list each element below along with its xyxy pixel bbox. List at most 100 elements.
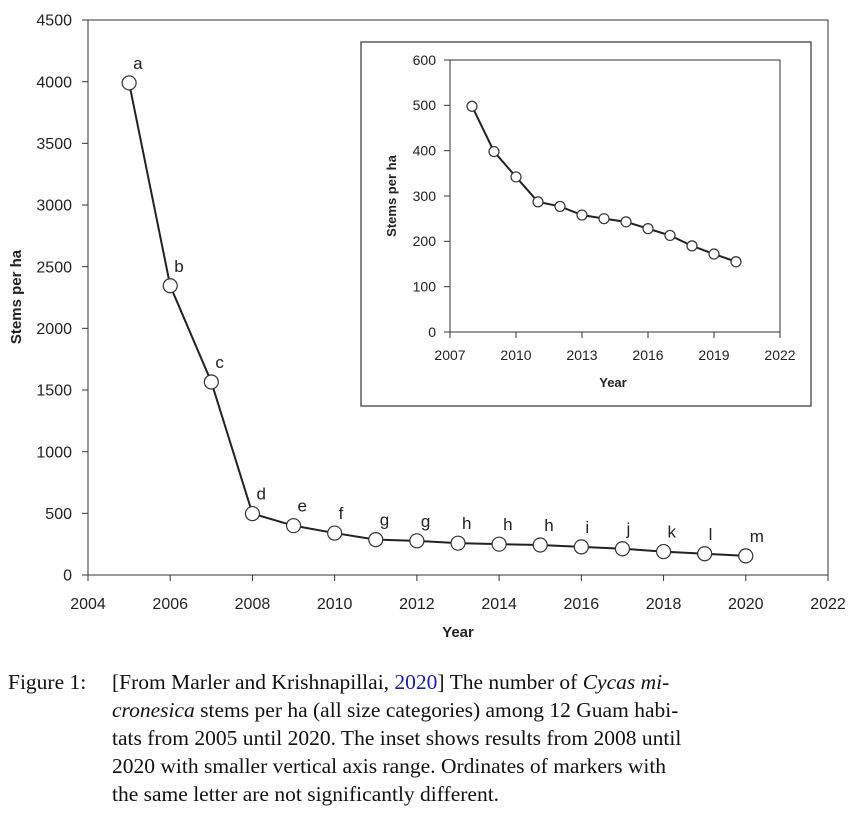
main-x-tick-label: 2004 bbox=[70, 596, 106, 613]
main-x-tick-label: 2012 bbox=[399, 596, 435, 613]
significance-letter: e bbox=[298, 497, 307, 516]
caption-species-part-1: Cycas mi- bbox=[582, 670, 670, 694]
main-series: a b c d e f g g h h h i j k l m bbox=[121, 54, 764, 564]
significance-letter: h bbox=[462, 514, 471, 533]
inset-series bbox=[466, 100, 742, 268]
inset-data-point bbox=[576, 209, 588, 221]
significance-letter: c bbox=[215, 353, 224, 372]
caption-body: [From Marler and Krishnapillai, 2020] Th… bbox=[112, 668, 858, 808]
main-data-point bbox=[409, 533, 425, 549]
significance-letter: j bbox=[625, 520, 630, 539]
main-y-tick-label: 1500 bbox=[36, 383, 72, 400]
inset-frame bbox=[360, 41, 812, 407]
caption-line-2-text: stems per ha (all size categories) among… bbox=[194, 698, 679, 722]
significance-letter: i bbox=[585, 518, 589, 537]
main-data-point bbox=[368, 532, 384, 548]
significance-letter: h bbox=[503, 515, 512, 534]
significance-letter: d bbox=[256, 485, 265, 504]
significance-letter: g bbox=[421, 512, 430, 531]
main-x-tick-label: 2016 bbox=[564, 596, 600, 613]
main-y-tick-label: 3000 bbox=[36, 198, 72, 215]
inset-data-point bbox=[598, 213, 610, 225]
main-x-tick-label: 2022 bbox=[810, 596, 846, 613]
inset-y-tick-label: 400 bbox=[413, 143, 437, 159]
main-y-tick-labels: 0 500 1000 1500 2000 2500 3000 3500 4000 4500 bbox=[36, 13, 88, 585]
inset-data-point bbox=[686, 240, 698, 252]
significance-letter: g bbox=[380, 511, 389, 530]
main-data-point bbox=[450, 535, 466, 551]
inset-y-tick-labels: 0 100 200 300 400 500 600 bbox=[413, 52, 450, 340]
inset-x-tick-label: 2010 bbox=[500, 347, 531, 363]
main-x-tick-label: 2010 bbox=[317, 596, 353, 613]
inset-y-tick-label: 100 bbox=[413, 279, 437, 295]
main-data-point bbox=[738, 548, 754, 564]
inset-data-point bbox=[510, 171, 522, 183]
inset-y-tick-label: 0 bbox=[428, 324, 436, 340]
inset-data-point bbox=[554, 200, 566, 213]
inset-data-point bbox=[466, 100, 478, 112]
caption-line-3: tats from 2005 until 2020. The inset sho… bbox=[112, 726, 682, 750]
significance-letter: f bbox=[339, 504, 344, 523]
main-x-tick-label: 2018 bbox=[646, 596, 682, 613]
inset-chart: 0 100 200 300 400 500 600 2007 2010 2013 2016 2019… bbox=[360, 41, 812, 407]
main-data-point bbox=[244, 505, 261, 522]
main-y-tick-label: 2500 bbox=[36, 259, 72, 276]
main-x-tick-label: 2020 bbox=[728, 596, 764, 613]
inset-y-tick-label: 500 bbox=[413, 97, 437, 113]
inset-y-tick-label: 300 bbox=[413, 188, 437, 204]
significance-letter: m bbox=[750, 527, 764, 546]
main-data-point bbox=[121, 75, 137, 91]
main-x-axis-title: Year bbox=[442, 624, 474, 641]
main-series-line bbox=[128, 82, 746, 557]
main-y-tick-label: 500 bbox=[45, 506, 72, 523]
main-plot-frame bbox=[87, 19, 829, 576]
inset-x-tick-label: 2007 bbox=[434, 347, 465, 363]
caption-line-4: 2020 with smaller vertical axis range. O… bbox=[112, 754, 667, 778]
main-data-point bbox=[532, 537, 548, 553]
caption-line-5: the same letter are not significantly di… bbox=[112, 782, 500, 806]
inset-data-point bbox=[730, 256, 742, 268]
main-y-tick-label: 0 bbox=[63, 568, 72, 585]
main-data-point bbox=[614, 541, 631, 557]
caption-source-close: ] The number of bbox=[437, 670, 583, 694]
significance-letter: k bbox=[668, 523, 677, 542]
main-data-point bbox=[655, 543, 672, 560]
main-data-point bbox=[327, 525, 343, 541]
inset-x-tick-label: 2016 bbox=[632, 347, 663, 363]
main-x-tick-labels: 2004 2006 2008 2010 2012 2014 2016 2018 2020 2022 bbox=[70, 575, 846, 613]
inset-data-point bbox=[620, 216, 632, 228]
inset-y-axis-title: Stems per ha bbox=[384, 154, 399, 236]
main-data-point bbox=[285, 518, 302, 534]
inset-data-point bbox=[664, 229, 676, 242]
caption-source-open: [From Marler and Krishnapillai, bbox=[112, 670, 395, 694]
main-data-point bbox=[697, 546, 713, 562]
inset-y-tick-label: 200 bbox=[413, 233, 437, 249]
inset-data-point bbox=[708, 248, 720, 260]
inset-x-tick-label: 2013 bbox=[566, 347, 597, 363]
inset-x-tick-label: 2019 bbox=[698, 347, 729, 363]
caption-line-1: [From Marler and Krishnapillai, 2020] Th… bbox=[112, 668, 858, 696]
caption-line-2: cronesica stems per ha (all size categor… bbox=[112, 696, 858, 724]
inset-data-point bbox=[488, 145, 500, 158]
inset-x-tick-labels: 2007 2010 2013 2016 2019 2022 bbox=[434, 332, 796, 363]
main-data-point bbox=[162, 278, 178, 294]
inset-x-tick-label: 2022 bbox=[764, 347, 795, 363]
main-y-tick-label: 4000 bbox=[36, 74, 72, 91]
main-y-tick-label: 3500 bbox=[36, 136, 72, 153]
main-data-point bbox=[573, 539, 589, 555]
significance-letter: b bbox=[174, 257, 183, 276]
main-x-tick-label: 2008 bbox=[235, 596, 271, 613]
main-data-point bbox=[203, 374, 219, 390]
main-y-tick-label: 4500 bbox=[36, 13, 72, 30]
main-y-axis-title: Stems per ha bbox=[8, 249, 25, 344]
main-data-point bbox=[491, 536, 507, 552]
citation-link[interactable]: 2020 bbox=[394, 670, 438, 694]
significance-letter: l bbox=[709, 525, 713, 544]
significance-letter: a bbox=[133, 54, 143, 73]
inset-data-point bbox=[532, 196, 544, 208]
main-x-tick-label: 2006 bbox=[152, 596, 188, 613]
main-y-tick-label: 2000 bbox=[36, 321, 72, 338]
inset-x-axis-title: Year bbox=[599, 375, 626, 390]
significance-letter: h bbox=[544, 516, 553, 535]
